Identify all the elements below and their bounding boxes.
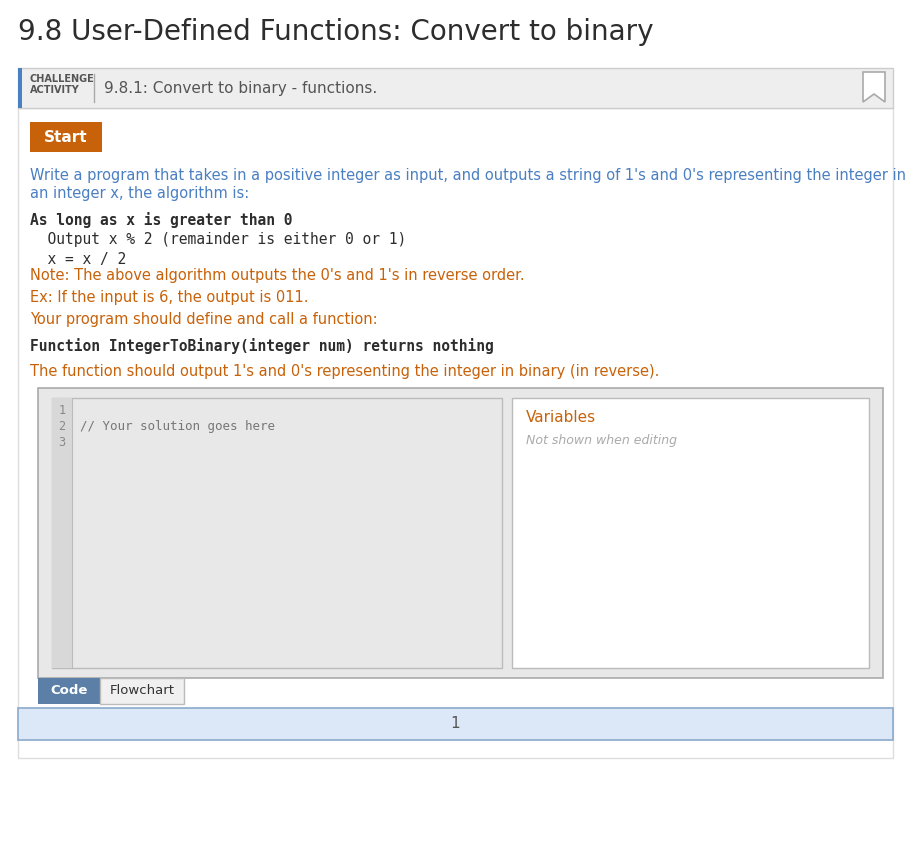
Text: ACTIVITY: ACTIVITY: [30, 85, 80, 95]
Text: Note: The above algorithm outputs the 0's and 1's in reverse order.: Note: The above algorithm outputs the 0'…: [30, 268, 525, 283]
Text: 1: 1: [451, 717, 460, 732]
Bar: [52, 398, 502, 668]
Text: 1: 1: [58, 404, 66, 417]
Text: Variables: Variables: [526, 410, 596, 425]
Text: an integer x, the algorithm is:: an integer x, the algorithm is:: [30, 186, 250, 201]
Bar: [52, 398, 72, 668]
Bar: [18, 108, 893, 758]
Text: As long as x is greater than 0: As long as x is greater than 0: [30, 212, 292, 228]
Text: Not shown when editing: Not shown when editing: [526, 434, 677, 447]
Bar: [18, 68, 22, 108]
Bar: [100, 678, 184, 704]
Polygon shape: [863, 72, 885, 102]
Text: // Your solution goes here: // Your solution goes here: [80, 420, 275, 433]
Text: 2: 2: [58, 420, 66, 433]
Text: 9.8.1: Convert to binary - functions.: 9.8.1: Convert to binary - functions.: [104, 81, 377, 96]
Text: Output x % 2 (remainder is either 0 or 1): Output x % 2 (remainder is either 0 or 1…: [30, 232, 406, 247]
Text: 3: 3: [58, 436, 66, 449]
Text: 9.8 User-Defined Functions: Convert to binary: 9.8 User-Defined Functions: Convert to b…: [18, 18, 653, 46]
Bar: [18, 708, 893, 740]
Text: Your program should define and call a function:: Your program should define and call a fu…: [30, 312, 378, 327]
Text: Function IntegerToBinary(integer num) returns nothing: Function IntegerToBinary(integer num) re…: [30, 338, 494, 354]
Bar: [512, 398, 869, 668]
Text: Ex: If the input is 6, the output is 011.: Ex: If the input is 6, the output is 011…: [30, 290, 309, 305]
Text: CHALLENGE: CHALLENGE: [30, 74, 95, 84]
Text: Flowchart: Flowchart: [109, 685, 175, 697]
Text: Start: Start: [45, 130, 87, 145]
Text: Write a program that takes in a positive integer as input, and outputs a string : Write a program that takes in a positive…: [30, 168, 911, 183]
Bar: [30, 122, 102, 152]
Bar: [38, 678, 100, 704]
Text: x = x / 2: x = x / 2: [30, 252, 127, 267]
Bar: [38, 388, 883, 678]
Bar: [18, 68, 893, 108]
Text: The function should output 1's and 0's representing the integer in binary (in re: The function should output 1's and 0's r…: [30, 364, 660, 379]
Text: Code: Code: [50, 685, 87, 697]
